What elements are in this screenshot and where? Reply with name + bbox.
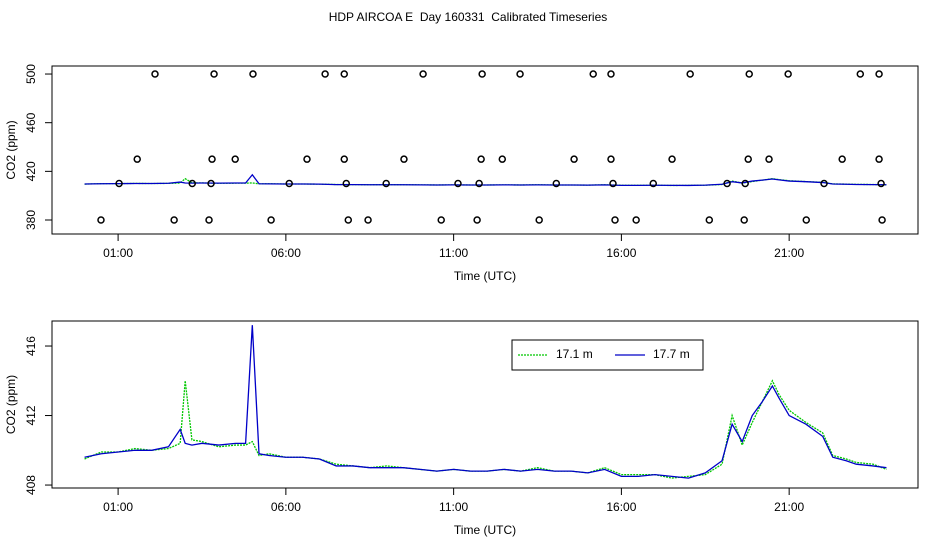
point [877,179,885,188]
point [744,155,752,163]
legend-label: 17.1 m [556,347,593,361]
point [875,70,883,78]
plot-frame [51,320,919,489]
point [340,70,348,78]
point [878,216,886,224]
point [875,155,883,163]
point [856,70,865,78]
point [745,70,753,78]
point [208,155,216,163]
point [437,216,445,224]
x-tick-label: 06:00 [271,246,301,260]
plot-frame [51,65,919,235]
x-tick-label: 11:00 [439,500,468,514]
point [303,155,311,163]
point [478,70,486,78]
series-line [84,325,887,479]
point [267,216,275,224]
point [249,70,257,78]
y-tick-label: 380 [24,210,38,230]
point [344,216,353,224]
point [210,70,218,78]
point [802,216,811,224]
y-tick-label: 408 [24,475,38,495]
point [686,70,694,78]
point [205,216,213,224]
point [765,155,773,163]
point [231,155,239,163]
x-tick-label: 01:00 [103,246,133,260]
point [838,155,846,163]
legend-box [511,339,704,371]
point [188,179,197,188]
x-tick-label: 16:00 [606,500,636,514]
y-tick-label: 420 [24,161,38,181]
chart-title: HDP AIRCOA E Day 160331 Calibrated Times… [329,10,608,24]
point [207,179,215,188]
point [668,155,676,163]
point [342,179,351,188]
series-line [84,173,887,187]
x-tick-label: 21:00 [774,246,804,260]
x-axis-label: Time (UTC) [454,269,516,283]
point [400,155,408,163]
point [535,216,543,224]
point [820,179,828,188]
point [552,179,561,188]
x-tick-label: 01:00 [103,500,133,514]
point [784,70,792,78]
x-tick-label: 06:00 [271,500,301,514]
y-tick-label: 500 [24,64,38,84]
point [454,179,462,188]
point [473,216,481,224]
point [170,216,178,224]
point [475,179,483,188]
y-tick-label: 416 [24,336,38,356]
point [382,179,390,188]
x-axis-label: Time (UTC) [454,523,516,537]
point [607,155,615,163]
point [589,70,597,78]
point [477,155,485,163]
point [649,179,658,188]
point [498,155,507,163]
point [741,179,749,188]
point [609,179,617,188]
legend-label: 17.7 m [653,347,690,361]
point [419,70,427,78]
point [611,216,619,224]
point [607,70,615,78]
point [321,70,329,78]
y-tick-label: 460 [24,112,38,132]
point [516,70,524,78]
point [285,179,293,188]
y-axis-label: CO2 (ppm) [4,120,18,179]
x-tick-label: 11:00 [439,246,468,260]
point [632,216,640,224]
x-tick-label: 21:00 [774,500,804,514]
point [151,70,159,78]
point [364,216,372,224]
point [133,155,141,163]
point [723,179,731,188]
point [97,216,105,224]
point [115,179,123,188]
y-tick-label: 412 [24,405,38,425]
y-axis-label: CO2 (ppm) [4,375,18,434]
point [705,216,714,224]
x-tick-label: 16:00 [606,246,636,260]
point [740,216,748,224]
point [570,155,578,163]
point [340,155,348,163]
